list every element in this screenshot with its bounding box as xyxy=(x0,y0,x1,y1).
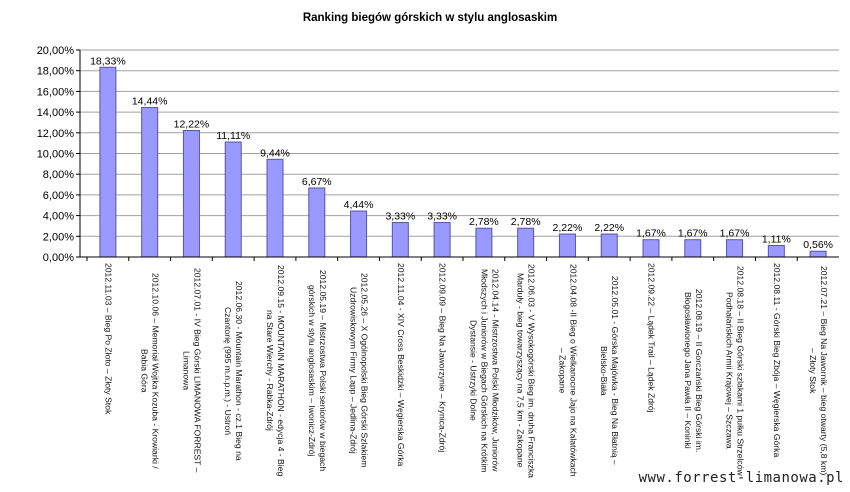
bar xyxy=(809,250,827,258)
data-label: 0,56% xyxy=(803,239,833,251)
chart-title: Ranking biegów górskich w stylu anglosas… xyxy=(302,12,558,24)
bar xyxy=(350,210,368,258)
bar xyxy=(391,222,409,258)
x-tick-label: 2012.07.01 - IV Bieg Górski LIMANOWA FOR… xyxy=(181,268,203,473)
bar xyxy=(475,227,493,258)
bar xyxy=(224,141,242,258)
data-label: 3,33% xyxy=(385,211,415,223)
x-tick-label: 2012.07.21 – Bieg Na Jawornik – bieg otw… xyxy=(808,265,830,476)
bar xyxy=(684,239,702,258)
data-label: 1,67% xyxy=(678,228,708,240)
bar xyxy=(600,233,618,258)
x-tick-label: 2012.08.18 – II Bieg Górski szlakami 1 p… xyxy=(724,265,746,476)
data-label: 18,33% xyxy=(90,55,126,67)
data-label: 14,44% xyxy=(132,96,168,108)
x-tick-label: 2012.05.01 - Górska Majówka - Bieg Na Bł… xyxy=(599,276,621,465)
bar xyxy=(642,239,660,258)
x-tick-label: 2012.05.19 – Mistrzostwa Polski seniorów… xyxy=(306,269,328,472)
data-label: 1,67% xyxy=(720,228,750,240)
x-tick-label: 2012.11.03 – Bieg Po Złoto – Złoty Stok xyxy=(103,263,114,415)
bar xyxy=(726,239,744,258)
watermark: www.forrest-limanowa.pl xyxy=(638,470,844,486)
x-tick-label: 2012.11.04 - XIV Cross Beskidzki – Węgie… xyxy=(395,263,406,467)
data-label: 12,22% xyxy=(174,119,210,131)
y-tick-label: 8,00% xyxy=(43,169,74,181)
y-tick-label: 6,00% xyxy=(43,190,74,202)
data-label: 1,67% xyxy=(636,228,666,240)
x-tick-label: 2012.09.15 - MOUNTAIN MARATHON - edycja … xyxy=(265,264,286,477)
data-label: 2,78% xyxy=(511,216,541,228)
data-label: 3,33% xyxy=(427,211,457,223)
bar xyxy=(99,66,117,258)
bar xyxy=(308,187,326,258)
x-tick-label: 2012.05.26 – X Ogólnopolski Bieg Górski … xyxy=(348,273,370,468)
bar xyxy=(767,245,785,258)
data-label: 2,78% xyxy=(469,216,499,228)
bar xyxy=(141,107,159,258)
y-tick-label: 4,00% xyxy=(43,211,74,223)
bar xyxy=(182,130,200,258)
x-tick-label: 2012.06.03 - V Wysokogórski Bieg im. dru… xyxy=(515,263,537,478)
x-tick-label: 2012.08.19 – II Gorczański Bieg Górski i… xyxy=(682,288,704,453)
data-label: 4,44% xyxy=(344,199,374,211)
y-tick-label: 10,00% xyxy=(37,149,75,161)
x-tick-label: 2012.06.30 - Mountain Marathon - cz.1 Bi… xyxy=(223,280,245,461)
bar xyxy=(433,222,451,258)
data-label: 2,22% xyxy=(553,222,583,234)
x-tick-label: 2012.10.06 – Memoriał Wojtka Kozuba - Kr… xyxy=(139,272,161,469)
y-tick-label: 20,00% xyxy=(37,45,75,57)
data-label: 2,22% xyxy=(594,222,624,234)
x-tick-label: 2012.04.14 - Mistrzostwa Polski Młodzikó… xyxy=(468,268,501,473)
x-tick-label: 2012.09.22 – Lądek Trail – Lądek Zdrój xyxy=(646,263,657,413)
bar xyxy=(558,233,576,258)
bar xyxy=(517,227,535,258)
y-tick-label: 18,00% xyxy=(37,66,75,78)
y-tick-label: 16,00% xyxy=(37,86,75,98)
x-tick-label: 2012.09.09 – Bieg Na Jaworzynie – Krynic… xyxy=(437,263,448,453)
bar xyxy=(266,158,284,258)
y-tick-label: 0,00% xyxy=(43,252,74,264)
x-tick-label: 2012.08.11 - Górski Bieg Zbója – Węgiers… xyxy=(771,263,782,458)
data-label: 1,11% xyxy=(762,234,791,246)
y-tick-label: 12,00% xyxy=(37,128,75,140)
x-tick-label: 2012.04.08 -II Bieg o Wielkanocne Jajo n… xyxy=(557,264,579,477)
data-label: 9,44% xyxy=(260,147,290,159)
y-tick-label: 14,00% xyxy=(37,107,75,119)
data-label: 6,67% xyxy=(302,176,332,188)
y-tick-label: 2,00% xyxy=(43,231,74,243)
data-label: 11,11% xyxy=(216,130,250,142)
